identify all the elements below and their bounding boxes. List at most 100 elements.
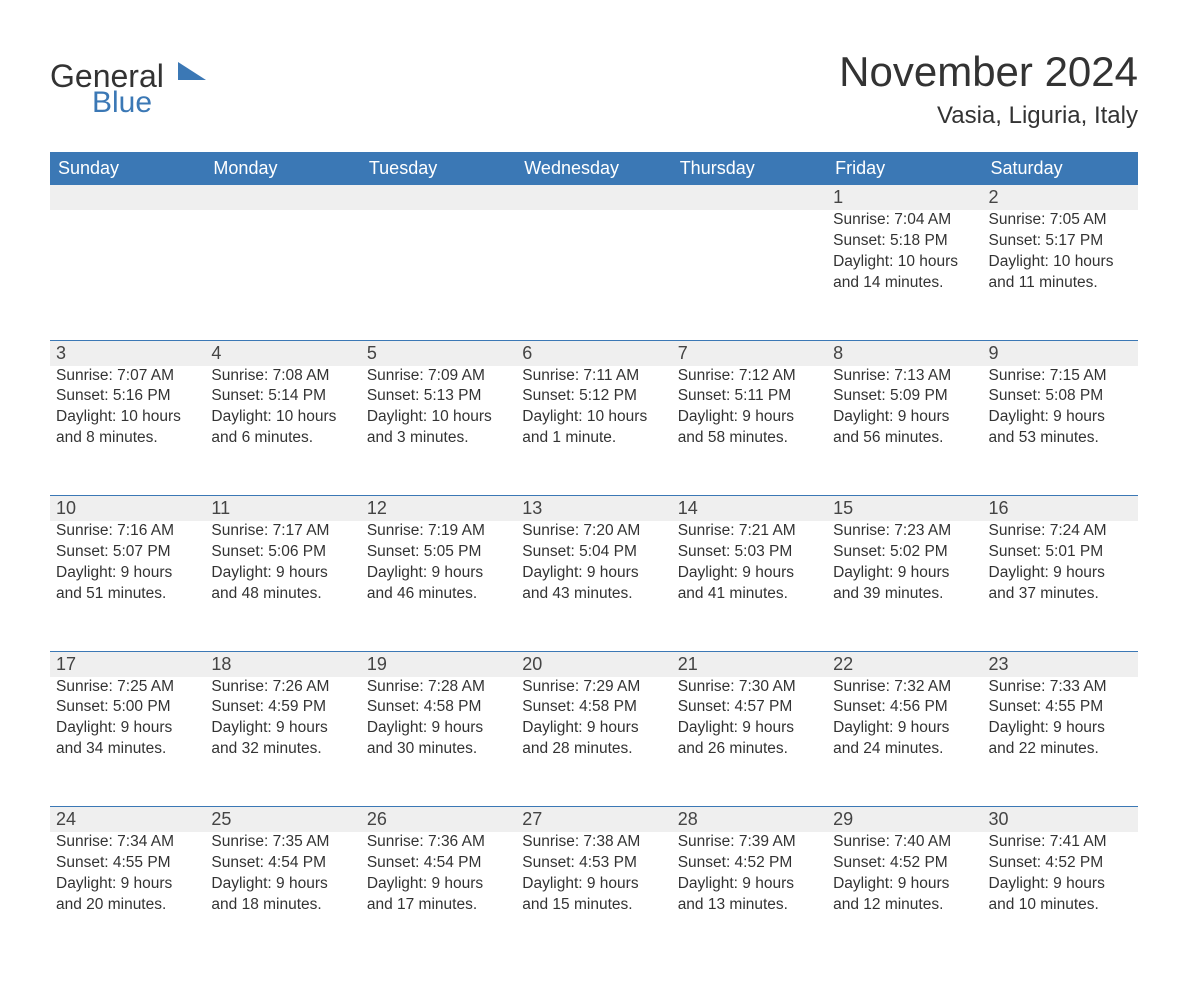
title-block: November 2024 Vasia, Liguria, Italy	[839, 30, 1138, 142]
sunrise-text: Sunrise: 7:40 AM	[833, 832, 976, 853]
daylight-text-1: Daylight: 9 hours	[678, 407, 821, 428]
sunrise-text: Sunrise: 7:24 AM	[989, 521, 1132, 542]
day-detail-cell: Sunrise: 7:40 AMSunset: 4:52 PMDaylight:…	[827, 832, 982, 962]
daylight-text-2: and 39 minutes.	[833, 584, 976, 605]
day-detail-cell: Sunrise: 7:12 AMSunset: 5:11 PMDaylight:…	[672, 366, 827, 496]
sunset-text: Sunset: 5:13 PM	[367, 386, 510, 407]
daylight-text-2: and 30 minutes.	[367, 739, 510, 760]
weekday-header: Sunday	[50, 152, 205, 185]
daylight-text-1: Daylight: 9 hours	[367, 874, 510, 895]
weekday-header: Friday	[827, 152, 982, 185]
daylight-text-1: Daylight: 9 hours	[522, 874, 665, 895]
day-number-cell: 28	[672, 807, 827, 832]
daylight-text-2: and 13 minutes.	[678, 895, 821, 916]
daylight-text-2: and 15 minutes.	[522, 895, 665, 916]
daylight-text-1: Daylight: 9 hours	[678, 718, 821, 739]
daylight-text-2: and 14 minutes.	[833, 273, 976, 294]
day-detail-cell: Sunrise: 7:24 AMSunset: 5:01 PMDaylight:…	[983, 521, 1138, 651]
day-detail-cell: Sunrise: 7:41 AMSunset: 4:52 PMDaylight:…	[983, 832, 1138, 962]
sunset-text: Sunset: 5:17 PM	[989, 231, 1132, 252]
daylight-text-2: and 18 minutes.	[211, 895, 354, 916]
daylight-text-1: Daylight: 9 hours	[989, 407, 1132, 428]
day-detail-cell: Sunrise: 7:26 AMSunset: 4:59 PMDaylight:…	[205, 677, 360, 807]
day-number-cell: 18	[205, 652, 360, 677]
day-number-cell	[50, 185, 205, 210]
month-title: November 2024	[839, 48, 1138, 96]
sunset-text: Sunset: 5:12 PM	[522, 386, 665, 407]
sunrise-text: Sunrise: 7:16 AM	[56, 521, 199, 542]
sunset-text: Sunset: 4:52 PM	[678, 853, 821, 874]
sunset-text: Sunset: 4:52 PM	[833, 853, 976, 874]
daylight-text-1: Daylight: 9 hours	[833, 563, 976, 584]
daylight-text-2: and 24 minutes.	[833, 739, 976, 760]
sunset-text: Sunset: 4:59 PM	[211, 697, 354, 718]
day-detail-cell	[516, 210, 671, 340]
daylight-text-2: and 56 minutes.	[833, 428, 976, 449]
sunrise-text: Sunrise: 7:41 AM	[989, 832, 1132, 853]
day-detail-row: Sunrise: 7:34 AMSunset: 4:55 PMDaylight:…	[50, 832, 1138, 962]
daylight-text-1: Daylight: 10 hours	[211, 407, 354, 428]
calendar-page: General Blue November 2024 Vasia, Liguri…	[0, 0, 1188, 1002]
sunrise-text: Sunrise: 7:26 AM	[211, 677, 354, 698]
day-number-cell	[361, 185, 516, 210]
day-detail-cell: Sunrise: 7:23 AMSunset: 5:02 PMDaylight:…	[827, 521, 982, 651]
daylight-text-2: and 51 minutes.	[56, 584, 199, 605]
sunrise-text: Sunrise: 7:36 AM	[367, 832, 510, 853]
day-detail-cell: Sunrise: 7:25 AMSunset: 5:00 PMDaylight:…	[50, 677, 205, 807]
daylight-text-2: and 46 minutes.	[367, 584, 510, 605]
sunrise-text: Sunrise: 7:19 AM	[367, 521, 510, 542]
daylight-text-2: and 32 minutes.	[211, 739, 354, 760]
day-detail-cell: Sunrise: 7:38 AMSunset: 4:53 PMDaylight:…	[516, 832, 671, 962]
daylight-text-2: and 22 minutes.	[989, 739, 1132, 760]
sunset-text: Sunset: 5:16 PM	[56, 386, 199, 407]
day-detail-cell: Sunrise: 7:35 AMSunset: 4:54 PMDaylight:…	[205, 832, 360, 962]
day-number-cell: 9	[983, 341, 1138, 366]
day-detail-cell: Sunrise: 7:17 AMSunset: 5:06 PMDaylight:…	[205, 521, 360, 651]
day-detail-cell	[672, 210, 827, 340]
daylight-text-1: Daylight: 9 hours	[367, 563, 510, 584]
daylight-text-1: Daylight: 10 hours	[56, 407, 199, 428]
day-detail-cell: Sunrise: 7:28 AMSunset: 4:58 PMDaylight:…	[361, 677, 516, 807]
day-detail-row: Sunrise: 7:25 AMSunset: 5:00 PMDaylight:…	[50, 677, 1138, 807]
sunset-text: Sunset: 5:01 PM	[989, 542, 1132, 563]
day-detail-cell: Sunrise: 7:16 AMSunset: 5:07 PMDaylight:…	[50, 521, 205, 651]
sunrise-text: Sunrise: 7:13 AM	[833, 366, 976, 387]
location-label: Vasia, Liguria, Italy	[839, 102, 1138, 130]
sunrise-text: Sunrise: 7:07 AM	[56, 366, 199, 387]
day-number-cell: 19	[361, 652, 516, 677]
sunrise-text: Sunrise: 7:32 AM	[833, 677, 976, 698]
brand-logo: General Blue	[50, 60, 164, 118]
day-number-cell: 15	[827, 496, 982, 521]
day-number-cell: 6	[516, 341, 671, 366]
sunrise-text: Sunrise: 7:09 AM	[367, 366, 510, 387]
daylight-text-2: and 28 minutes.	[522, 739, 665, 760]
daylight-text-2: and 1 minute.	[522, 428, 665, 449]
daylight-text-2: and 26 minutes.	[678, 739, 821, 760]
daylight-text-2: and 3 minutes.	[367, 428, 510, 449]
day-number-cell: 10	[50, 496, 205, 521]
day-number-cell: 24	[50, 807, 205, 832]
sunset-text: Sunset: 4:56 PM	[833, 697, 976, 718]
sunrise-text: Sunrise: 7:30 AM	[678, 677, 821, 698]
daylight-text-1: Daylight: 9 hours	[989, 874, 1132, 895]
daylight-text-2: and 17 minutes.	[367, 895, 510, 916]
day-number-cell	[205, 185, 360, 210]
sunset-text: Sunset: 5:08 PM	[989, 386, 1132, 407]
day-number-cell: 20	[516, 652, 671, 677]
daylight-text-2: and 12 minutes.	[833, 895, 976, 916]
daylight-text-1: Daylight: 9 hours	[678, 563, 821, 584]
day-number-cell: 8	[827, 341, 982, 366]
sunrise-text: Sunrise: 7:39 AM	[678, 832, 821, 853]
sunset-text: Sunset: 5:05 PM	[367, 542, 510, 563]
sunset-text: Sunset: 4:53 PM	[522, 853, 665, 874]
day-detail-cell: Sunrise: 7:13 AMSunset: 5:09 PMDaylight:…	[827, 366, 982, 496]
daylight-text-1: Daylight: 9 hours	[211, 563, 354, 584]
day-number-cell: 13	[516, 496, 671, 521]
day-number-row: 17181920212223	[50, 652, 1138, 677]
daylight-text-2: and 6 minutes.	[211, 428, 354, 449]
sunset-text: Sunset: 5:18 PM	[833, 231, 976, 252]
sunrise-text: Sunrise: 7:12 AM	[678, 366, 821, 387]
weekday-header: Tuesday	[361, 152, 516, 185]
sunset-text: Sunset: 5:11 PM	[678, 386, 821, 407]
daylight-text-2: and 37 minutes.	[989, 584, 1132, 605]
